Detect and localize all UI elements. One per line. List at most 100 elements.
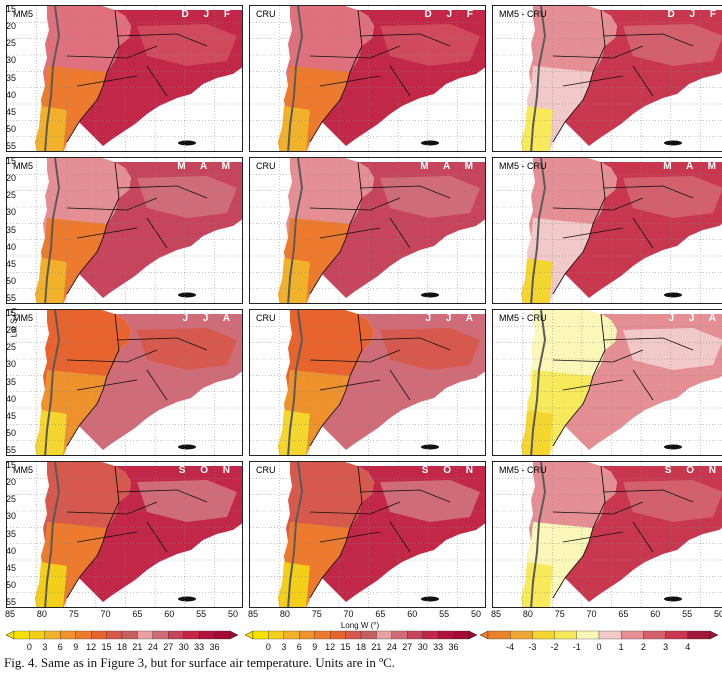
colorbar-tick-label: 3 — [663, 642, 669, 652]
andes-ridge — [44, 158, 61, 303]
colorbar-tick-label: 18 — [116, 642, 127, 652]
coastline — [66, 313, 120, 447]
coastline — [309, 161, 363, 295]
country-borders — [66, 489, 208, 553]
panel-source-label: MM5 - CRU — [499, 9, 547, 19]
panel-source-label: CRU — [256, 9, 276, 19]
colorbar-segment — [283, 630, 300, 640]
x-tick-label: 80 — [279, 609, 290, 619]
falkland-islands — [421, 292, 439, 298]
coastline — [552, 465, 606, 599]
map-panel-2-0: MM5 - CRU D J F — [492, 5, 722, 152]
colorbar-segment — [345, 630, 362, 640]
colorbar-segment — [487, 630, 511, 640]
colorbar-tick-label: 4 — [685, 642, 691, 652]
map-fill-patagonia — [278, 258, 310, 303]
colorbar-segment — [621, 630, 644, 640]
y-tick-label: 30 — [6, 511, 17, 522]
map-panel-0-1: MM5 M A M — [6, 157, 243, 304]
map-panel-1-0: CRU D J F — [249, 5, 486, 152]
map-panel-0-0: MM5 D J F — [6, 5, 243, 152]
falkland-islands — [178, 292, 196, 298]
panel-season-label: S O N — [178, 465, 236, 476]
panel-source-label: MM5 — [13, 161, 33, 171]
falkland-islands — [178, 596, 196, 602]
map-fill-patagonia — [521, 562, 553, 607]
panel-source-label: MM5 - CRU — [499, 161, 547, 171]
panel-source-label: MM5 - CRU — [499, 313, 547, 323]
colorbar-segment — [665, 630, 688, 640]
falkland-islands — [421, 140, 439, 146]
x-tick-label: 70 — [586, 609, 597, 619]
coastline — [309, 465, 363, 599]
colorbar-segment — [60, 630, 76, 640]
map-fill-patagonia — [278, 106, 310, 151]
colorbar-tick-label: 24 — [386, 642, 397, 652]
y-tick-label: 35 — [6, 72, 17, 83]
panel-source-label: MM5 - CRU — [499, 465, 547, 475]
colorbar-tick-label: -4 — [506, 642, 515, 652]
colorbar-tick-label: 15 — [101, 642, 112, 652]
colorbar-arrow-left — [245, 630, 254, 640]
x-tick-label: 50 — [713, 609, 722, 619]
x-axis-label: Long W (°) — [340, 621, 380, 630]
x-tick-label: 75 — [68, 609, 79, 619]
x-tick-label: 55 — [439, 609, 450, 619]
coastline — [309, 9, 363, 143]
x-tick-label: 70 — [343, 609, 354, 619]
country-borders — [552, 337, 694, 401]
x-tick-label: 80 — [522, 609, 533, 619]
colorbar-segment — [576, 630, 600, 640]
panel-season-label: S O N — [421, 465, 479, 476]
y-tick-label: 30 — [6, 55, 17, 66]
falkland-islands — [664, 596, 682, 602]
colorbar-arrow-left — [480, 630, 489, 640]
colorbar-segment — [376, 630, 393, 640]
y-tick-label: 30 — [6, 359, 17, 370]
x-tick-label: 50 — [470, 609, 481, 619]
andes-ridge — [44, 310, 61, 455]
y-tick-label: 20 — [6, 21, 17, 32]
colorbar-tick-label: 36 — [209, 642, 220, 652]
colorbar-tick-label: 12 — [325, 642, 336, 652]
andes-ridge — [287, 462, 304, 607]
country-borders — [309, 33, 451, 97]
map-panel-1-3: CRU S O N — [249, 461, 486, 608]
colorbar-segment — [152, 630, 169, 640]
coastline — [552, 313, 606, 447]
map-panel-2-3: MM5 - CRU S O N — [492, 461, 722, 608]
andes-ridge — [530, 158, 547, 303]
y-tick-label: 40 — [6, 393, 17, 404]
colorbar-tick-label: 9 — [73, 642, 79, 652]
y-tick-label: 50 — [6, 123, 17, 134]
x-tick-label: 65 — [375, 609, 386, 619]
colorbar-segment — [407, 630, 423, 640]
andes-ridge — [287, 158, 304, 303]
x-tick-label: 60 — [650, 609, 661, 619]
x-tick-label: 85 — [247, 609, 258, 619]
map-fill-patagonia — [35, 410, 67, 455]
country-borders — [309, 489, 451, 553]
map-panel-1-2: CRU J J A — [249, 309, 486, 456]
colorbar-segment — [532, 630, 555, 640]
colorbar-arrow-right — [468, 630, 477, 640]
colorbar-segment — [453, 630, 470, 640]
colorbar-segment — [643, 630, 666, 640]
country-borders — [66, 33, 208, 97]
colorbar-tick-label: 1 — [618, 642, 624, 652]
colorbar-tick-label: -1 — [572, 642, 581, 652]
colorbar-tick-label: 15 — [340, 642, 351, 652]
y-tick-label: 20 — [6, 477, 17, 488]
falkland-islands — [178, 140, 196, 146]
panel-season-label: J J A — [425, 313, 479, 324]
falkland-islands — [178, 444, 196, 450]
y-tick-label: 15 — [6, 156, 17, 166]
andes-ridge — [530, 310, 547, 455]
colorbar-segment — [687, 630, 711, 640]
y-tick-label: 15 — [6, 460, 17, 470]
y-tick-label: 40 — [6, 545, 17, 556]
x-tick-label: 75 — [554, 609, 565, 619]
y-tick-label: 25 — [6, 494, 17, 505]
panel-source-label: MM5 — [13, 465, 33, 475]
map-panel-2-2: MM5 - CRU J J A — [492, 309, 722, 456]
